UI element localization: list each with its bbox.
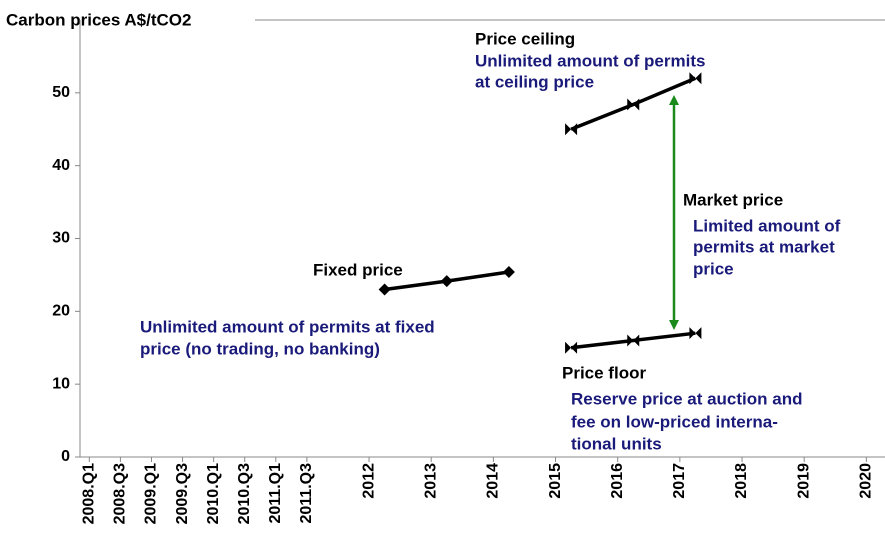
x-tick-label: 2008.Q1 [81, 463, 98, 524]
x-tick-label: 2008.Q3 [112, 463, 129, 524]
annotation: tional units [571, 434, 662, 453]
x-tick-label: 2012 [360, 463, 377, 499]
annotation: Price floor [562, 363, 646, 382]
annotation: permits at market [693, 237, 835, 256]
annotation: Reserve price at auction and [571, 389, 802, 408]
data-point [565, 123, 578, 136]
annotation: Price ceiling [475, 29, 575, 48]
annotation: Unlimited amount of permits [475, 51, 705, 70]
annotation: price (no trading, no banking) [140, 339, 380, 358]
chart-title: Carbon prices A$/tCO2 [6, 10, 191, 29]
x-tick-label: 2011.Q3 [298, 463, 315, 524]
data-point [689, 327, 702, 340]
x-tick-label: 2010.Q3 [236, 463, 253, 524]
x-tick-label: 2009.Q3 [174, 463, 191, 524]
x-tick-label: 2009.Q1 [143, 463, 160, 524]
annotation: Fixed price [313, 260, 403, 279]
x-tick-label: 2018 [733, 463, 750, 499]
annotation: Market price [683, 190, 783, 209]
y-tick-label: 20 [52, 303, 70, 320]
x-tick-label: 2011.Q1 [267, 463, 284, 524]
y-tick-label: 0 [61, 448, 70, 465]
x-tick-label: 2017 [671, 463, 688, 499]
data-point [502, 266, 515, 279]
x-tick-label: 2016 [609, 463, 626, 499]
x-tick-label: 2015 [547, 463, 564, 499]
y-tick-label: 30 [52, 230, 70, 247]
x-tick-label: 2019 [795, 463, 812, 499]
data-point [440, 275, 453, 288]
x-tick-label: 2013 [422, 463, 439, 499]
data-point [627, 334, 640, 347]
x-tick-label: 2014 [485, 463, 502, 499]
data-point [378, 283, 391, 296]
annotation: at ceiling price [475, 72, 594, 91]
data-point [627, 98, 640, 111]
annotation: price [693, 259, 734, 278]
annotation: fee on low-priced interna- [571, 412, 778, 431]
y-tick-label: 50 [52, 84, 70, 101]
x-tick-label: 2020 [858, 463, 875, 499]
annotation: Limited amount of [693, 216, 841, 235]
data-point [689, 72, 702, 85]
x-tick-label: 2010.Q1 [205, 463, 222, 524]
annotation: Unlimited amount of permits at fixed [140, 317, 435, 336]
y-tick-label: 40 [52, 157, 70, 174]
y-tick-label: 10 [52, 375, 70, 392]
data-point [565, 341, 578, 354]
